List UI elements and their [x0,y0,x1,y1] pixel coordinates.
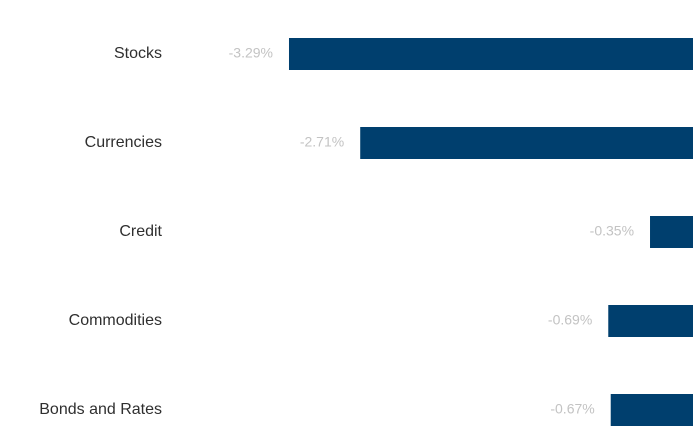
bar [610,394,693,426]
bar [288,38,693,70]
value-label: -0.69% [548,312,592,328]
value-label: -2.71% [300,134,344,150]
value-label: -0.67% [550,401,594,417]
bar [360,127,693,159]
category-labels: Stocks Currencies Credit Commodities Bonds a… [39,45,162,418]
category-label: Commodities [69,312,162,329]
value-labels: -3.29% -2.71% -0.35% -0.69% -0.67% [229,45,634,417]
value-label: -0.35% [590,223,634,239]
bars [288,38,693,426]
category-label: Currencies [85,134,162,151]
bar [650,216,693,248]
category-label: Credit [119,223,162,240]
bar [608,305,693,337]
category-label: Stocks [114,45,162,62]
value-label: -3.29% [229,45,273,61]
category-label: Bonds and Rates [39,401,162,418]
